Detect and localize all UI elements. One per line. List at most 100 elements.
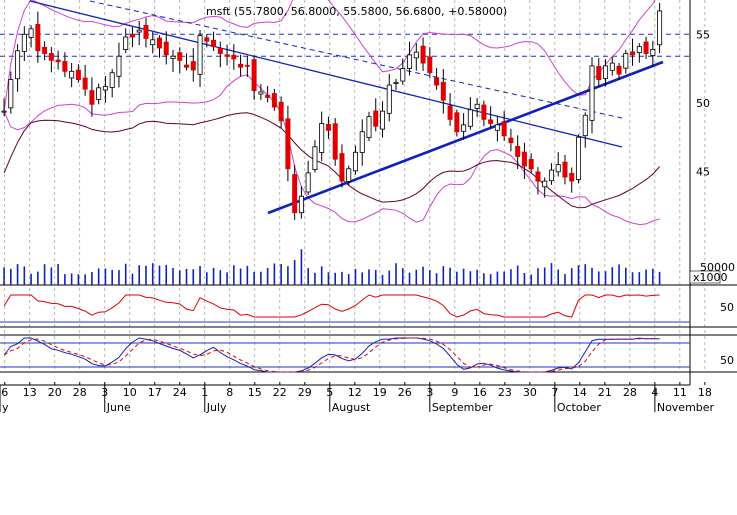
candle [102,76,108,103]
candle [136,20,142,46]
candle [278,96,284,128]
candle [352,145,358,175]
candle-body [265,94,271,98]
candle [623,49,629,74]
candle-body [231,54,237,60]
candle [657,2,663,54]
candle-body [163,41,169,56]
candle [258,84,264,101]
candle [292,165,298,220]
candle-body [481,104,487,120]
x-tick-label: 11 [673,386,687,399]
chart-grid [4,0,706,372]
candle [494,115,500,142]
x-tick-label: 28 [73,386,87,399]
candle-body [474,103,480,109]
candle [528,153,534,174]
x-tick-label: 29 [298,386,312,399]
candle [211,31,217,52]
candle [555,152,561,177]
candle-body [393,81,399,84]
candle [380,101,386,138]
x-tick-label: 14 [573,386,587,399]
candle-body [380,110,386,130]
month-label: November [657,401,715,414]
candle-body [62,61,68,72]
candle-body [28,28,34,38]
candle-body [143,24,149,39]
candle [413,43,419,71]
lower-band-line [3,74,660,226]
candle-body [21,33,27,52]
candle [582,112,588,148]
candle-body [339,153,345,182]
month-label: October [557,401,601,414]
candle [636,43,642,63]
candle-body [494,124,500,131]
candle-body [407,54,413,69]
candle [325,116,331,139]
candle [467,97,473,130]
price-panel [0,0,690,226]
candle [28,25,34,48]
candle-body [582,114,588,137]
x-tick-label: 8 [226,386,233,399]
candle [271,88,277,111]
candle [373,98,379,132]
month-label: July [206,401,227,414]
month-label: September [432,401,493,414]
candle-body [657,10,663,46]
candle [89,77,95,117]
volume-panel [3,249,661,285]
candle-body [224,54,230,57]
candle-body [15,50,21,80]
rsi-panel [3,294,660,318]
candle [339,144,345,188]
x-tick-label: 26 [398,386,412,399]
candle [508,128,514,152]
candle [461,113,467,140]
candle-body [434,77,440,86]
candle-body [346,168,352,182]
candle-body [616,65,622,75]
x-tick-label: 6 [1,386,8,399]
rsi-line [3,294,660,318]
candle-body [548,169,554,182]
candle-body [177,52,183,61]
x-tick-label: 15 [248,386,262,399]
candle [346,165,352,185]
candle-body [129,33,135,38]
candle-body [521,151,527,167]
volume-unit-label: x1000 [693,271,728,284]
x-tick-label: 12 [348,386,362,399]
candle-body [515,145,521,157]
panel-frames [0,0,737,386]
candle-body [238,63,244,68]
candle-body [623,53,629,69]
candle-body [427,56,433,74]
candle [609,56,615,76]
candle-body [420,45,426,64]
candle-body [569,172,575,182]
candle-body [386,84,392,114]
candle [143,17,149,48]
x-tick-label: 28 [623,386,637,399]
candle [575,134,581,184]
candle [616,62,622,80]
candle-body [325,124,331,131]
x-tick-label: 21 [598,386,612,399]
candle [238,54,244,77]
x-axis-ticks: 6132028310172418152229512192639162330714… [0,382,715,414]
candle-body [8,79,14,109]
candle-body [298,195,304,214]
candle-body [271,93,277,108]
candle-body [75,69,81,80]
candle-body [312,146,318,171]
candle-body [197,35,203,75]
candle-body [562,161,568,178]
candle-body [123,36,129,50]
candle-body [150,39,156,46]
candle-body [650,49,656,56]
candle [305,160,311,195]
